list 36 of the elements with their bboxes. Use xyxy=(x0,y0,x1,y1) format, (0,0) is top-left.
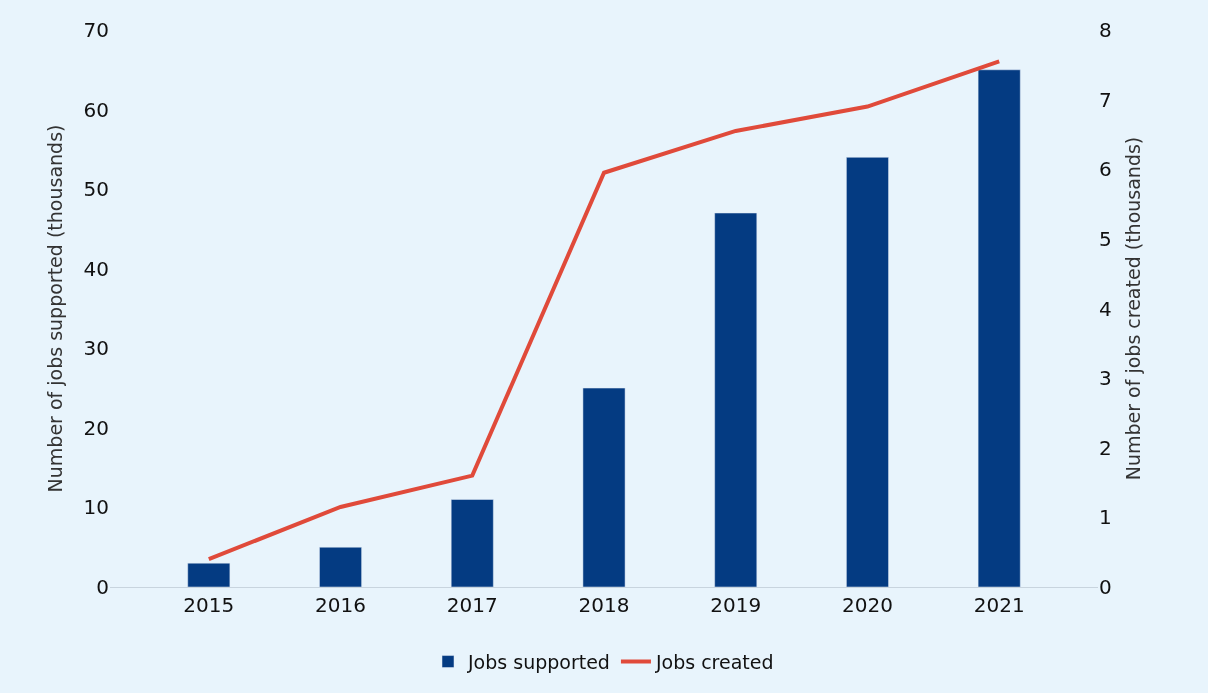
x-tick-label: 2017 xyxy=(446,593,498,617)
x-tick-label: 2020 xyxy=(842,593,893,617)
y2-tick-label: 7 xyxy=(1099,87,1112,112)
y-tick-label: 60 xyxy=(83,97,109,122)
y-tick-label: 50 xyxy=(83,177,109,202)
y2-tick-label: 6 xyxy=(1099,157,1112,182)
y2-tick-label: 0 xyxy=(1099,575,1112,599)
x-tick-label: 2016 xyxy=(315,593,366,617)
bar xyxy=(187,562,231,587)
legend-label: Jobs created xyxy=(654,650,774,673)
y2-tick-label: 2 xyxy=(1099,435,1112,460)
x-tick-label: 2015 xyxy=(183,593,235,617)
y-tick-label: 0 xyxy=(96,575,109,599)
y2-tick-label: 1 xyxy=(1099,505,1112,530)
bar xyxy=(450,499,494,587)
y-tick-label: 20 xyxy=(83,415,109,440)
y2-tick-label: 3 xyxy=(1099,366,1112,391)
y2-tick-label: 8 xyxy=(1099,18,1112,42)
y2-tick-label: 5 xyxy=(1099,226,1112,251)
x-tick-label: 2018 xyxy=(578,593,630,617)
legend-label: Jobs supported xyxy=(467,650,610,673)
y2-tick-label: 4 xyxy=(1099,296,1112,321)
line-series xyxy=(206,59,1002,562)
y2-axis-title: Number of jobs created (thousands) xyxy=(1121,136,1144,481)
bar xyxy=(977,69,1021,587)
y-tick-label: 40 xyxy=(83,256,109,281)
bar xyxy=(846,157,889,587)
y-axis-title: Number of jobs supported (thousands) xyxy=(44,124,67,493)
y-tick-label: 10 xyxy=(83,495,109,520)
x-tick-label: 2019 xyxy=(710,593,762,617)
bar xyxy=(714,212,758,587)
bar xyxy=(582,387,626,587)
bar xyxy=(319,546,362,587)
x-tick-label: 2021 xyxy=(973,593,1025,617)
y-tick-label: 30 xyxy=(83,336,109,361)
y-tick-label: 70 xyxy=(83,18,109,42)
